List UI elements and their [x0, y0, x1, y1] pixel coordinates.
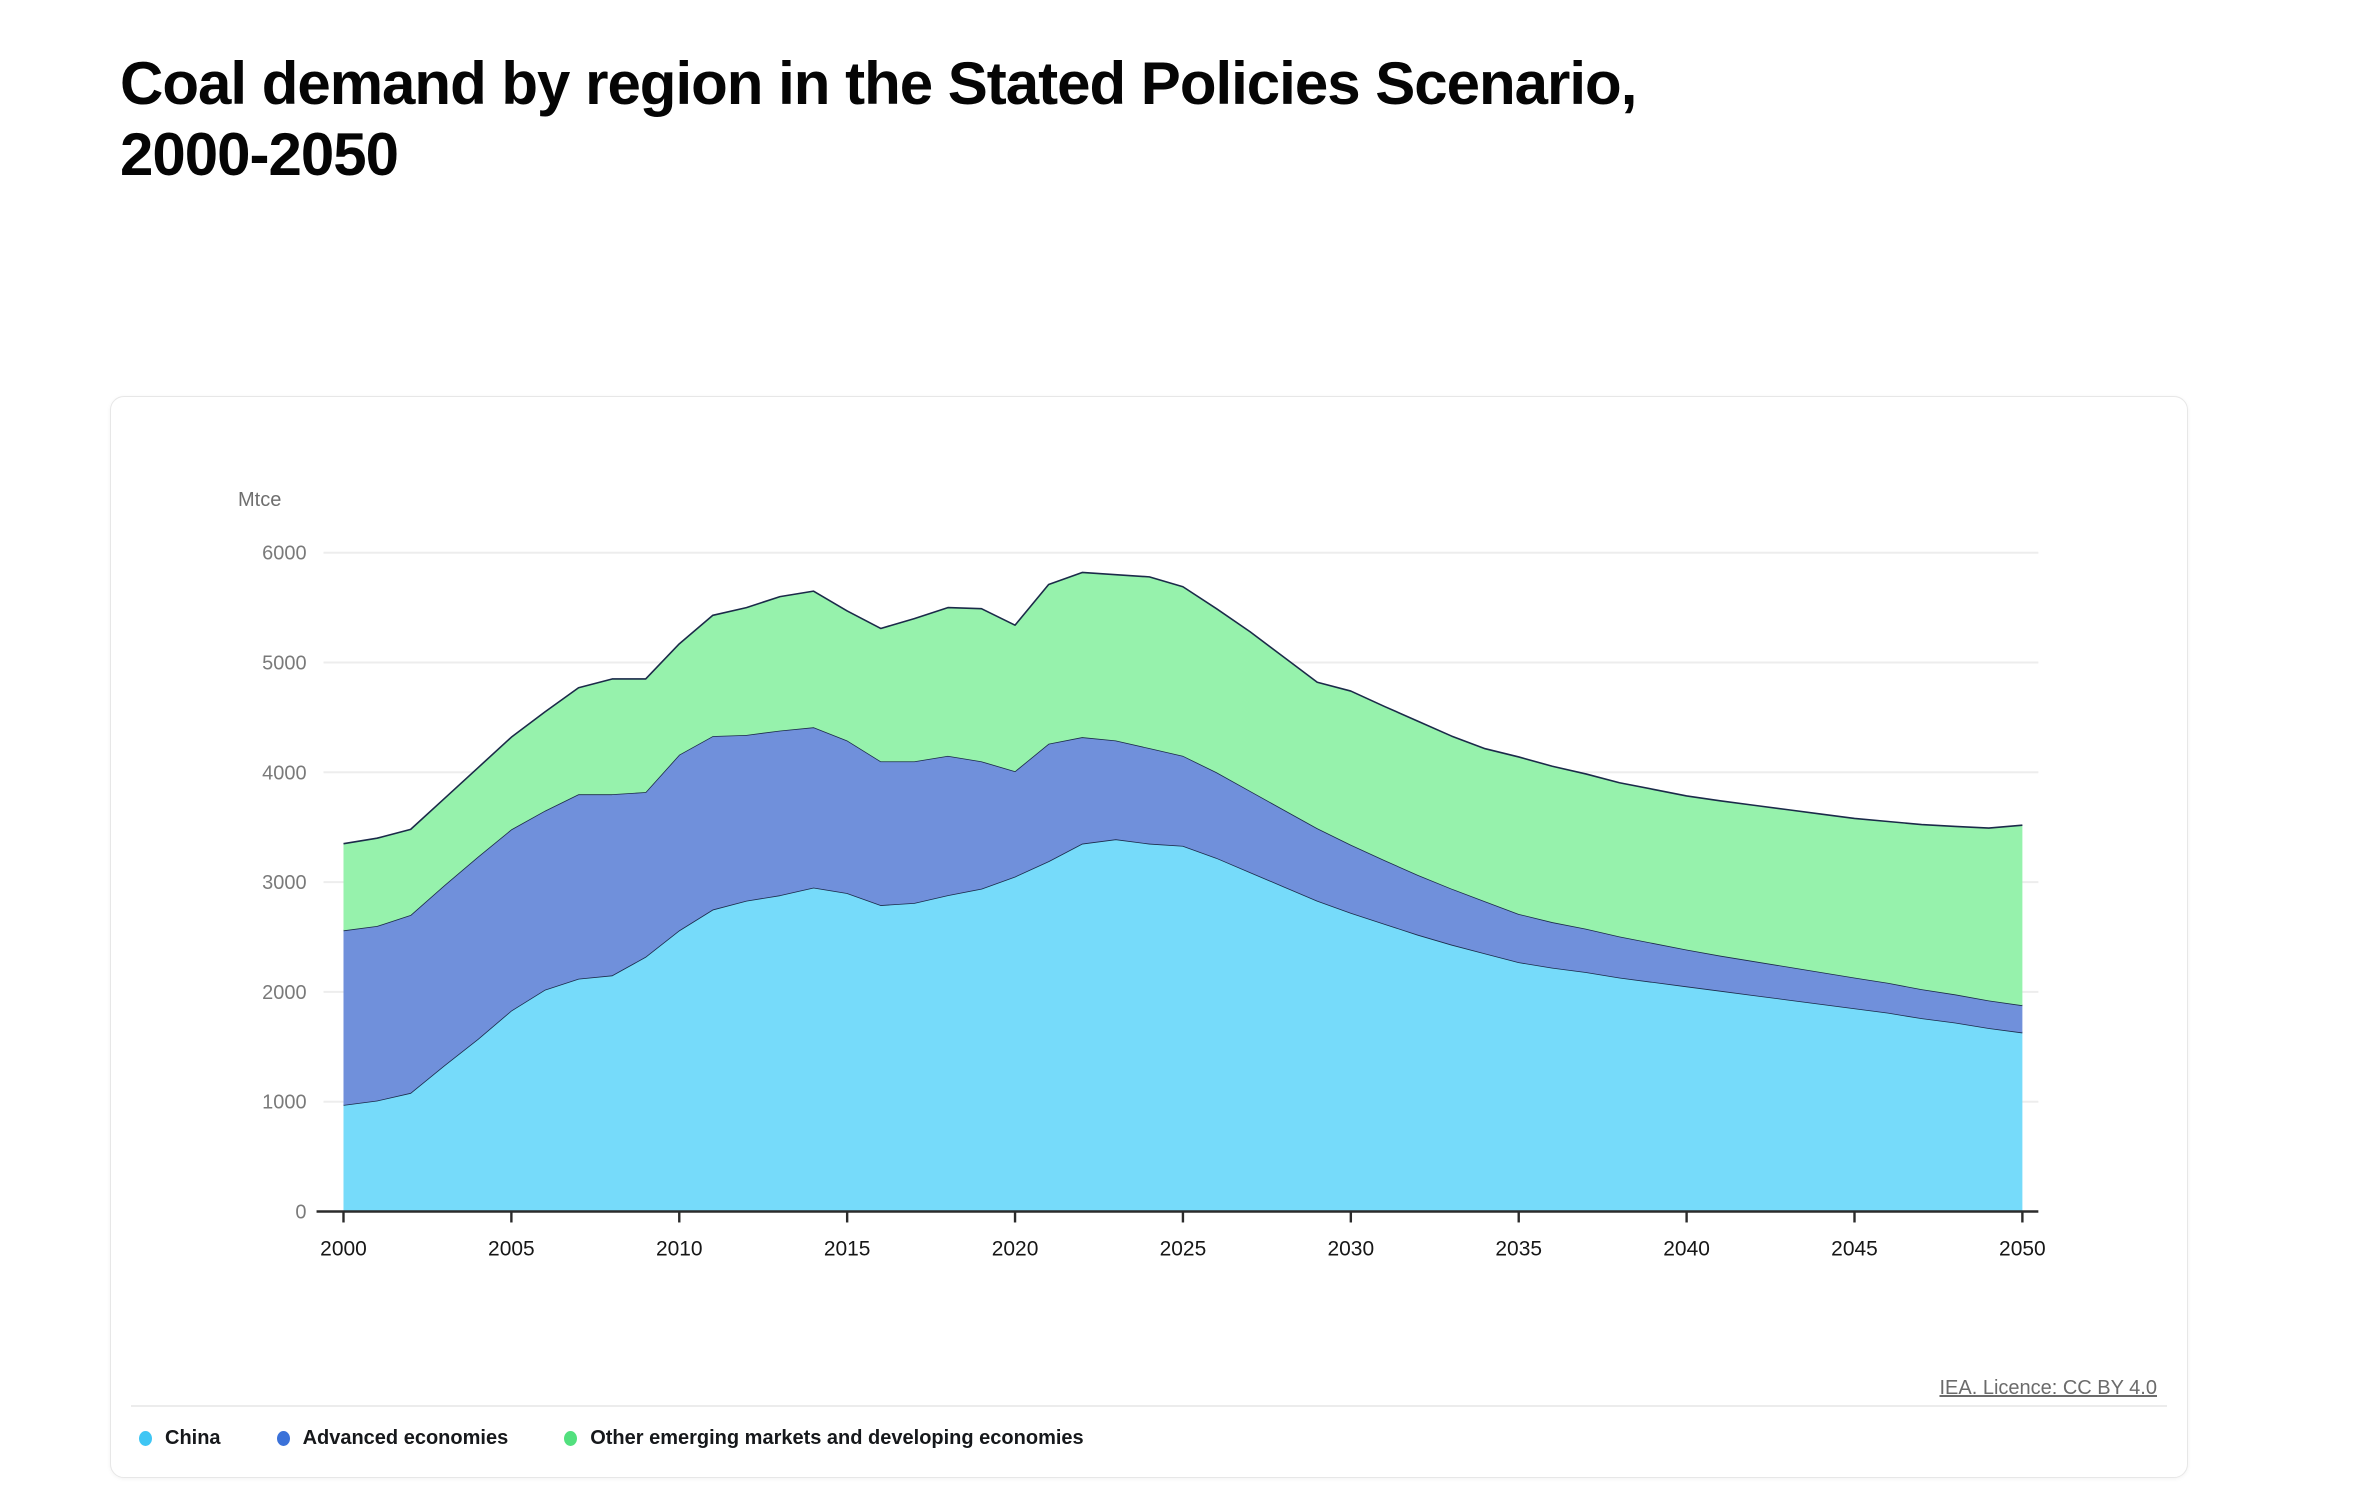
- y-tick-label-6000: 6000: [262, 543, 306, 565]
- legend-label: Advanced economies: [302, 1427, 509, 1449]
- legend-item-advanced-economies[interactable]: Advanced economies: [276, 1427, 509, 1450]
- area-advanced-economies: [343, 727, 2023, 1105]
- area-china: [343, 839, 2023, 1212]
- license-link[interactable]: IEA. Licence: CC BY 4.0: [1939, 1377, 2157, 1399]
- x-tick-label-2010: 2010: [656, 1237, 703, 1260]
- legend-item-other-emerging-markets-and-developing-economies[interactable]: Other emerging markets and developing ec…: [564, 1427, 1084, 1450]
- y-tick-label-1000: 1000: [262, 1092, 306, 1114]
- x-tick-label-2025: 2025: [1160, 1237, 1207, 1260]
- y-axis-unit-label: Mtce: [238, 489, 282, 511]
- boundary-line-other-emerging-markets-and-developing-economies: [343, 571, 2023, 845]
- chart-legend: China Advanced economies Other emerging ma…: [139, 1427, 1084, 1450]
- coal-demand-area-chart: 0 1000 2000 3000 4000 5000 6000 2000 2005 2010 201…: [262, 543, 2046, 1261]
- legend-divider: [131, 1405, 2167, 1407]
- y-tick-label-0: 0: [295, 1201, 306, 1223]
- x-tick-label-2050: 2050: [1999, 1237, 2046, 1260]
- legend-label: China: [165, 1427, 221, 1449]
- x-tick-label-2020: 2020: [992, 1237, 1039, 1260]
- chart-card: 0 1000 2000 3000 4000 5000 6000 2000 2005 2010 201…: [110, 396, 2188, 1478]
- y-tick-label-3000: 3000: [262, 872, 306, 894]
- legend-dot-icon: [564, 1431, 578, 1446]
- x-tick-label-2045: 2045: [1831, 1237, 1878, 1260]
- y-tick-label-5000: 5000: [262, 652, 306, 674]
- x-tick-label-2015: 2015: [824, 1237, 871, 1260]
- x-tick-label-2030: 2030: [1328, 1237, 1375, 1260]
- license-row: IEA. Licence: CC BY 4.0: [1939, 1377, 2157, 1400]
- page-title: Coal demand by region in the Stated Poli…: [120, 50, 1637, 189]
- x-tick-label-2000: 2000: [320, 1237, 367, 1260]
- y-tick-label-2000: 2000: [262, 982, 306, 1004]
- x-tick-label-2040: 2040: [1663, 1237, 1710, 1260]
- y-tick-label-4000: 4000: [262, 762, 306, 784]
- area-other-emerging-markets-and-developing-economies: [343, 572, 2023, 1006]
- x-tick-label-2035: 2035: [1495, 1237, 1542, 1260]
- legend-label: Other emerging markets and developing ec…: [590, 1427, 1084, 1449]
- legend-dot-icon: [276, 1431, 290, 1446]
- legend-item-china[interactable]: China: [139, 1427, 221, 1450]
- x-tick-label-2005: 2005: [488, 1237, 535, 1260]
- legend-dot-icon: [139, 1431, 152, 1446]
